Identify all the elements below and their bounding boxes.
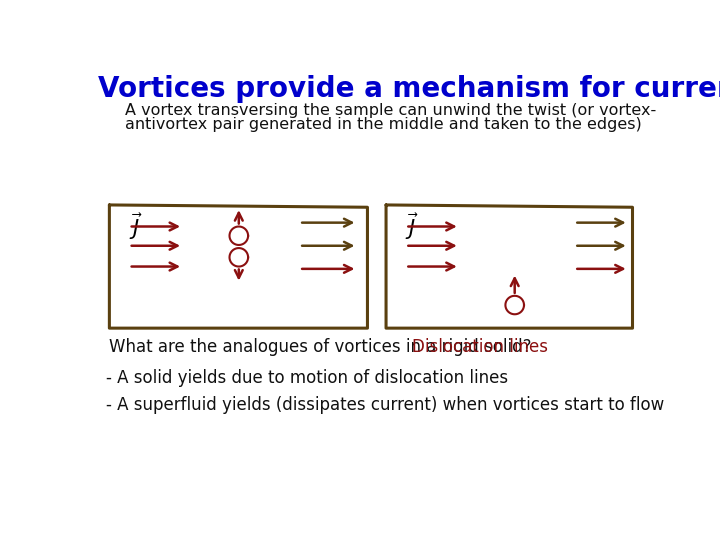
Text: $\vec{J}$: $\vec{J}$ [129,211,143,242]
Text: - A superfluid yields (dissipates current) when vortices start to flow: - A superfluid yields (dissipates curren… [106,396,664,414]
Text: Vortices provide a mechanism for current decay: Vortices provide a mechanism for current… [98,75,720,103]
Text: Dislocation lines: Dislocation lines [412,338,548,356]
Text: A vortex transversing the sample can unwind the twist (or vortex-: A vortex transversing the sample can unw… [125,103,656,118]
Text: antivortex pair generated in the middle and taken to the edges): antivortex pair generated in the middle … [125,117,642,132]
Text: $\vec{J}$: $\vec{J}$ [405,211,420,242]
Text: - A solid yields due to motion of dislocation lines: - A solid yields due to motion of disloc… [106,369,508,387]
Text: What are the analogues of vortices in a rigid solid?: What are the analogues of vortices in a … [109,338,532,356]
